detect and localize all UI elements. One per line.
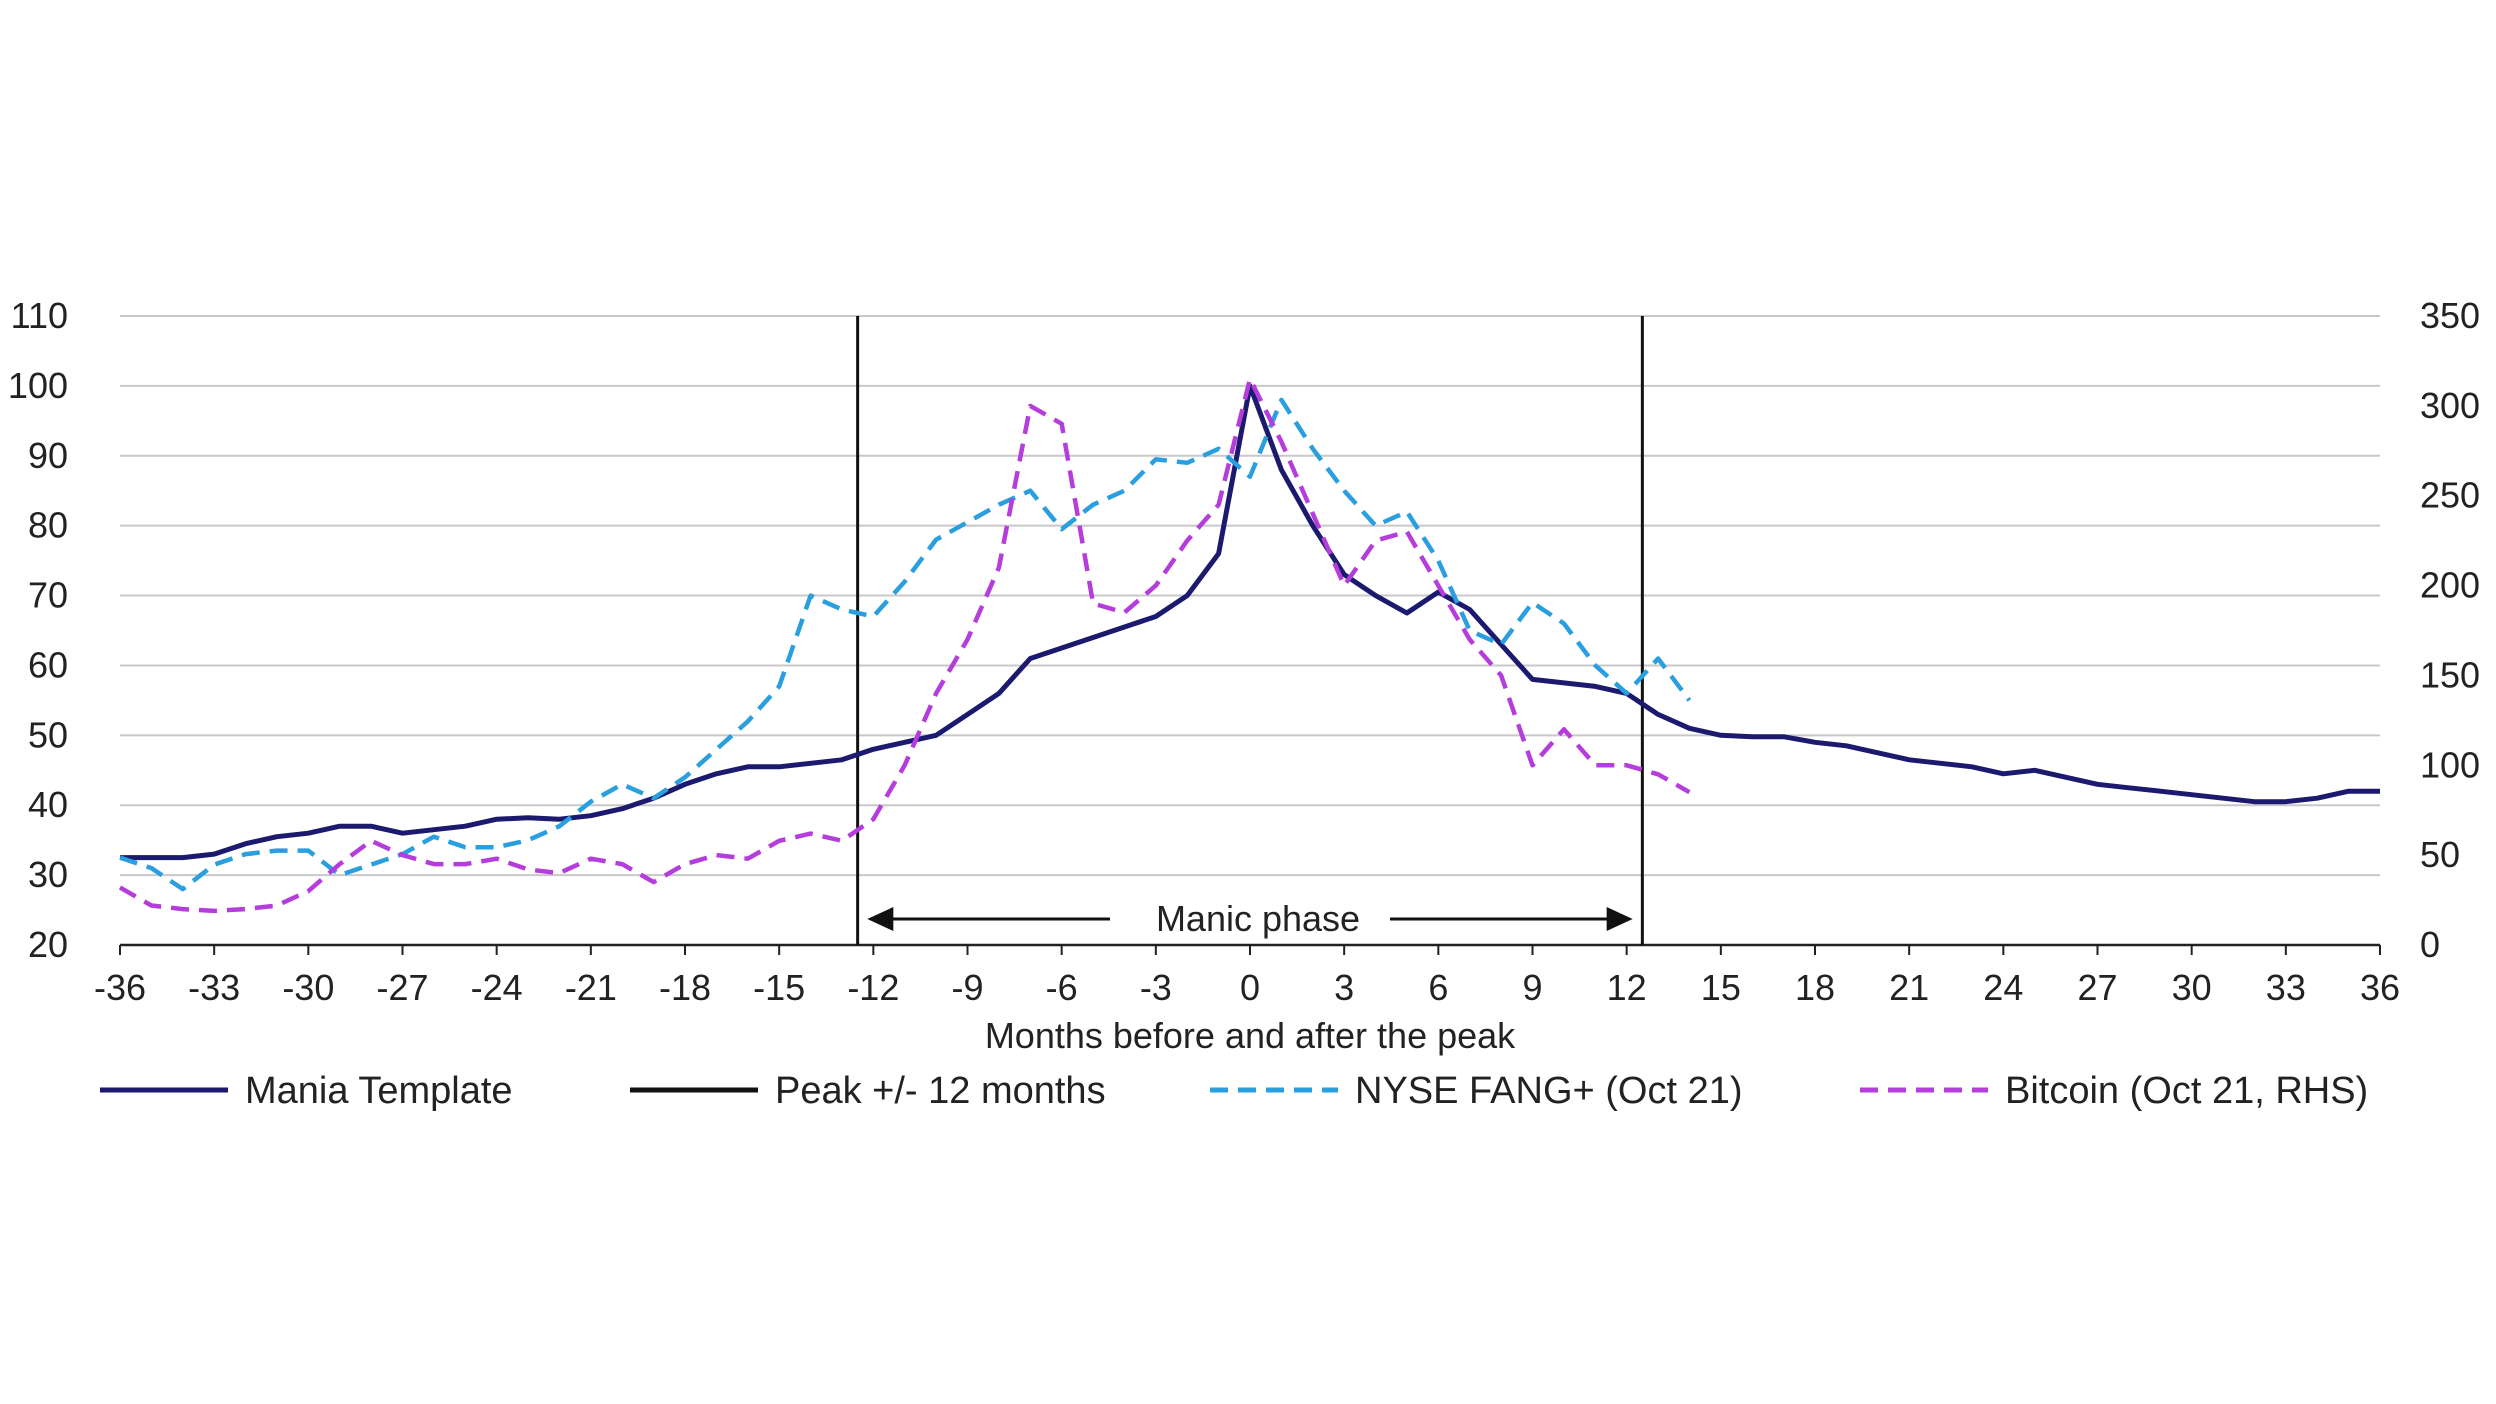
x-tick: 0	[1240, 967, 1260, 1008]
y-tick-left: 90	[28, 435, 68, 476]
legend: Mania Template Peak +/- 12 months NYSE FAN…	[100, 1070, 2368, 1112]
x-tick: 21	[1889, 967, 1929, 1008]
y-tick-left: 20	[28, 924, 68, 965]
legend-label-nyse-fang-oct-21: NYSE FANG+ (Oct 21)	[1355, 1070, 1743, 1112]
x-tick-labels: -36 -33 -30 -27 -24 -21 -18 -15 -12 -9 -6 -3 0 3 6 9 12 1…	[94, 967, 2400, 1008]
right-y-tick-labels: 0 50 100 150 200 250 300 350	[2420, 295, 2480, 965]
y-tick-left: 70	[28, 575, 68, 616]
x-tick: 15	[1701, 967, 1741, 1008]
peak-window-markers	[856, 316, 1644, 945]
x-tick: 36	[2360, 967, 2400, 1008]
left-y-tick-labels: 20 30 40 50 60 70 80 90 100 110	[8, 295, 68, 965]
series-line-bitcoin-oct-21-rhs	[118, 376, 1691, 914]
x-tick: -18	[659, 967, 711, 1008]
y-tick-right: 150	[2420, 654, 2480, 695]
x-tick: -27	[376, 967, 428, 1008]
series-line-nyse-fang-oct-21	[119, 397, 1692, 892]
x-tick: 9	[1522, 967, 1542, 1008]
y-tick-left: 110	[11, 295, 68, 336]
x-tick: 12	[1607, 967, 1647, 1008]
x-tick: -21	[565, 967, 617, 1008]
x-tick: -24	[471, 967, 523, 1008]
y-tick-right: 0	[2420, 924, 2440, 965]
legend-label-peak-12-months: Peak +/- 12 months	[775, 1070, 1106, 1112]
y-tick-right: 100	[2420, 744, 2480, 785]
x-tick: -6	[1046, 967, 1078, 1008]
y-tick-left: 80	[28, 505, 68, 546]
y-tick-right: 50	[2420, 834, 2460, 875]
legend-label-bitcoin-oct-21-rhs: Bitcoin (Oct 21, RHS)	[2005, 1070, 2368, 1112]
x-tick: 27	[2077, 967, 2117, 1008]
y-tick-left: 50	[28, 714, 68, 755]
y-tick-left: 100	[8, 365, 68, 406]
gridlines	[120, 315, 2380, 877]
annotation-arrowhead-right	[1606, 907, 1633, 932]
series-lines	[118, 376, 2380, 914]
x-tick: -12	[847, 967, 899, 1008]
y-tick-left: 40	[28, 784, 68, 825]
y-tick-right: 300	[2420, 385, 2480, 426]
x-tick: -3	[1140, 967, 1172, 1008]
x-tick: 30	[2172, 967, 2212, 1008]
x-tick: 6	[1428, 967, 1448, 1008]
x-tick: 18	[1795, 967, 1835, 1008]
x-axis-title: Months before and after the peak	[985, 1015, 1516, 1056]
x-tick: -36	[94, 967, 146, 1008]
y-tick-right: 250	[2420, 475, 2480, 516]
x-tick: -30	[282, 967, 334, 1008]
annotation-arrowhead-left	[867, 907, 894, 932]
x-tick: 3	[1334, 967, 1354, 1008]
y-tick-right: 350	[2420, 295, 2480, 336]
legend-label-mania-template: Mania Template	[245, 1070, 513, 1112]
y-tick-left: 30	[28, 854, 68, 895]
y-tick-right: 200	[2420, 565, 2480, 606]
manic-phase-label: Manic phase	[1156, 898, 1360, 939]
y-tick-left: 60	[28, 644, 68, 685]
axes	[119, 943, 2381, 955]
manic-phase-annotation: Manic phase	[867, 898, 1633, 939]
x-tick: -9	[951, 967, 983, 1008]
x-tick: 33	[2266, 967, 2306, 1008]
x-tick: 24	[1983, 967, 2023, 1008]
x-tick: -33	[188, 967, 240, 1008]
x-tick: -15	[753, 967, 805, 1008]
